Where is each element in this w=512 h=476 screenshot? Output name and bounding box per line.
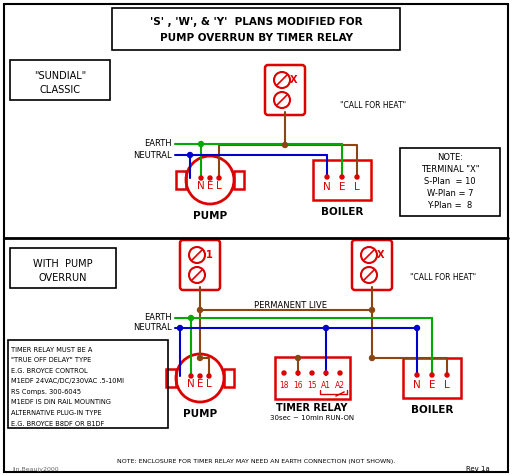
Text: EARTH: EARTH xyxy=(144,139,172,149)
Circle shape xyxy=(189,374,193,378)
Text: PUMP OVERRUN BY TIMER RELAY: PUMP OVERRUN BY TIMER RELAY xyxy=(160,33,352,43)
Circle shape xyxy=(282,371,286,375)
Text: "CALL FOR HEAT": "CALL FOR HEAT" xyxy=(410,274,476,282)
Text: M1EDF 24VAC/DC/230VAC .5-10MI: M1EDF 24VAC/DC/230VAC .5-10MI xyxy=(11,378,124,385)
Text: 18: 18 xyxy=(279,380,289,389)
Circle shape xyxy=(207,374,211,378)
Text: M1EDF IS DIN RAIL MOUNTING: M1EDF IS DIN RAIL MOUNTING xyxy=(11,399,111,406)
Text: NEUTRAL: NEUTRAL xyxy=(133,150,172,159)
Circle shape xyxy=(355,175,359,179)
Circle shape xyxy=(370,356,374,360)
Text: S-Plan  = 10: S-Plan = 10 xyxy=(424,178,476,187)
Text: RS Comps. 300-6045: RS Comps. 300-6045 xyxy=(11,389,81,395)
Text: 15: 15 xyxy=(307,380,317,389)
Text: 'S' , 'W', & 'Y'  PLANS MODIFIED FOR: 'S' , 'W', & 'Y' PLANS MODIFIED FOR xyxy=(150,17,362,27)
Circle shape xyxy=(445,373,449,377)
Circle shape xyxy=(310,371,314,375)
Text: PUMP: PUMP xyxy=(183,409,217,419)
Text: CLASSIC: CLASSIC xyxy=(39,85,80,95)
Text: "CALL FOR HEAT": "CALL FOR HEAT" xyxy=(340,100,406,109)
Circle shape xyxy=(198,374,202,378)
Text: L: L xyxy=(216,181,222,191)
Text: NOTE:: NOTE: xyxy=(437,153,463,162)
Text: ALTERNATIVE PLUG-IN TYPE: ALTERNATIVE PLUG-IN TYPE xyxy=(11,410,101,416)
Text: E: E xyxy=(207,181,214,191)
Text: N: N xyxy=(197,181,205,191)
Text: E: E xyxy=(429,380,435,390)
Circle shape xyxy=(198,307,203,313)
Text: TIMER RELAY: TIMER RELAY xyxy=(276,403,348,413)
Text: PERMANENT LIVE: PERMANENT LIVE xyxy=(253,300,327,309)
Circle shape xyxy=(188,316,194,320)
Text: A1: A1 xyxy=(321,380,331,389)
Circle shape xyxy=(198,356,203,360)
Circle shape xyxy=(415,326,419,330)
Text: E.G. BROYCE B8DF OR B1DF: E.G. BROYCE B8DF OR B1DF xyxy=(11,420,104,426)
Circle shape xyxy=(187,152,193,158)
Text: E: E xyxy=(197,379,203,389)
Text: lin.Beaujy2000: lin.Beaujy2000 xyxy=(12,466,59,472)
Circle shape xyxy=(296,371,300,375)
Text: W-Plan = 7: W-Plan = 7 xyxy=(426,189,473,198)
Text: X: X xyxy=(377,250,385,260)
Text: Y-Plan =  8: Y-Plan = 8 xyxy=(428,201,473,210)
Text: "TRUE OFF DELAY" TYPE: "TRUE OFF DELAY" TYPE xyxy=(11,357,91,364)
Circle shape xyxy=(415,373,419,377)
Text: TIMER RELAY MUST BE A: TIMER RELAY MUST BE A xyxy=(11,347,92,353)
Text: BOILER: BOILER xyxy=(411,405,453,415)
Text: L: L xyxy=(206,379,212,389)
Text: L: L xyxy=(354,182,360,192)
Text: N: N xyxy=(413,380,421,390)
Text: 1: 1 xyxy=(206,250,212,260)
Text: E: E xyxy=(339,182,345,192)
Text: A2: A2 xyxy=(335,380,345,389)
Circle shape xyxy=(370,307,374,313)
Circle shape xyxy=(199,141,203,147)
Text: "SUNDIAL": "SUNDIAL" xyxy=(34,71,86,81)
Text: TERMINAL "X": TERMINAL "X" xyxy=(421,166,479,175)
Text: BOILER: BOILER xyxy=(321,207,363,217)
Circle shape xyxy=(208,176,212,180)
Text: NOTE: ENCLOSURE FOR TIMER RELAY MAY NEED AN EARTH CONNECTION (NOT SHOWN).: NOTE: ENCLOSURE FOR TIMER RELAY MAY NEED… xyxy=(117,458,395,464)
Circle shape xyxy=(325,175,329,179)
Circle shape xyxy=(340,175,344,179)
Text: L: L xyxy=(444,380,450,390)
Circle shape xyxy=(338,371,342,375)
Text: WITH  PUMP: WITH PUMP xyxy=(33,259,93,269)
Text: X: X xyxy=(290,75,298,85)
Text: N: N xyxy=(323,182,331,192)
Text: N: N xyxy=(187,379,195,389)
Circle shape xyxy=(324,326,329,330)
Text: Rev 1a: Rev 1a xyxy=(466,466,490,472)
Text: OVERRUN: OVERRUN xyxy=(39,273,87,283)
Circle shape xyxy=(178,326,182,330)
Circle shape xyxy=(217,176,221,180)
Circle shape xyxy=(283,142,288,148)
Circle shape xyxy=(324,371,328,375)
Text: EARTH: EARTH xyxy=(144,314,172,323)
Circle shape xyxy=(199,176,203,180)
Text: NEUTRAL: NEUTRAL xyxy=(133,324,172,333)
Text: PUMP: PUMP xyxy=(193,211,227,221)
Text: E.G. BROYCE CONTROL: E.G. BROYCE CONTROL xyxy=(11,368,88,374)
Text: 30sec ~ 10min RUN-ON: 30sec ~ 10min RUN-ON xyxy=(270,415,354,421)
Text: 16: 16 xyxy=(293,380,303,389)
Circle shape xyxy=(295,356,301,360)
Circle shape xyxy=(430,373,434,377)
